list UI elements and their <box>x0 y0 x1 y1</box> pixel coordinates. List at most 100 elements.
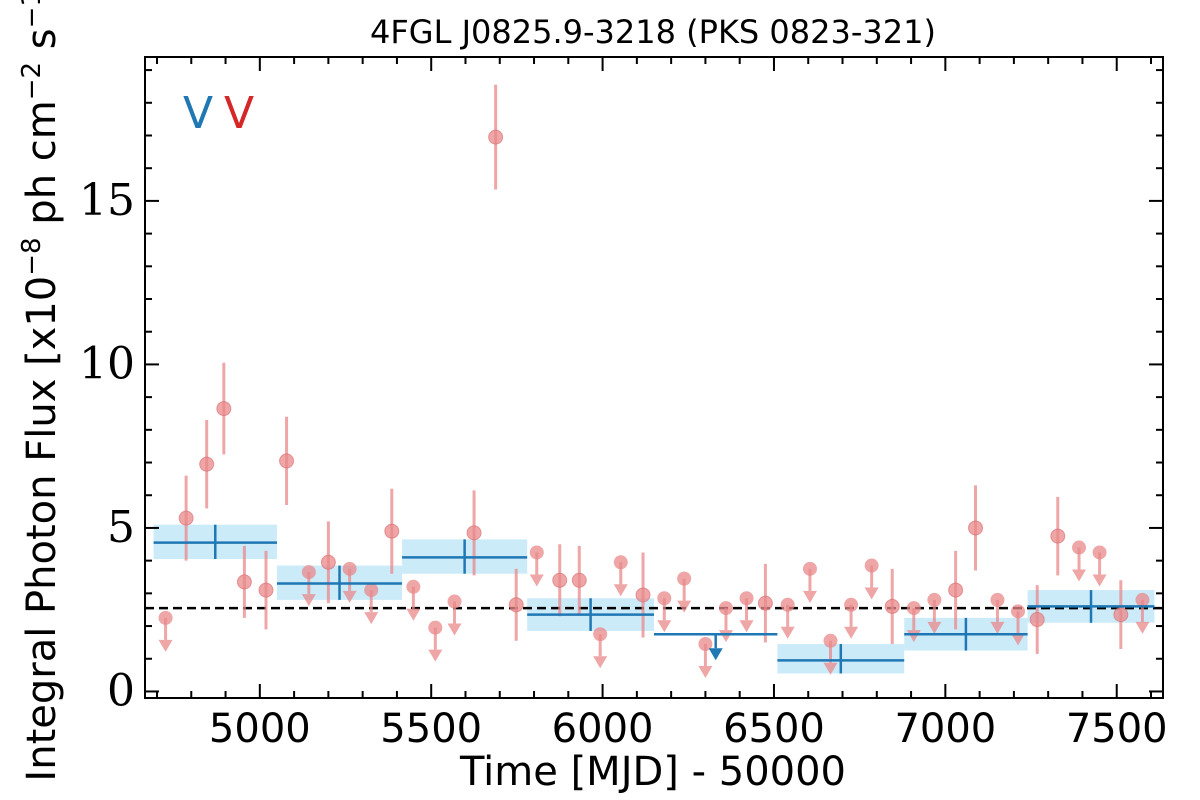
long-bin-upper-limit-0 <box>654 632 778 661</box>
short-bin-upper-limit-6 <box>447 594 462 636</box>
short-bin-upper-limit-5 <box>428 620 443 662</box>
upper-limit-arrow <box>529 574 544 587</box>
y-tick-labels: 0 5 10 15 <box>79 175 135 717</box>
short-bin-upper-limit-7 <box>529 545 544 587</box>
short-bin-upper-limit-3 <box>364 583 379 625</box>
short-bin-upper-limit-2 <box>342 561 357 603</box>
vhe-marker-0: V <box>183 88 213 139</box>
y-axis-label-unit2: s <box>19 28 65 62</box>
axes-border <box>144 56 1164 699</box>
short-bin-point-20 <box>1113 607 1129 623</box>
short-bin-upper-limit-12 <box>698 637 713 679</box>
upper-limit-arrow <box>657 620 672 633</box>
upper-limit-arrow <box>677 600 692 613</box>
x-axis-label: Time [MJD] - 50000 <box>459 749 846 795</box>
short-bin-upper-limit-16 <box>802 561 817 603</box>
upper-limit-arrow <box>406 608 421 621</box>
x-tick-label-6500: 6500 <box>723 706 825 752</box>
upper-limit-arrow <box>158 639 173 652</box>
short-bin-point-16 <box>948 582 964 598</box>
upper-limit-arrow <box>780 626 795 639</box>
upper-limit-arrow <box>844 626 859 639</box>
short-bin-point-9 <box>488 129 504 145</box>
upper-limit-arrow <box>739 620 754 633</box>
x-tick-label-7500: 7500 <box>1066 706 1168 752</box>
short-bin-point-19 <box>1050 528 1066 544</box>
upper-limit-arrow <box>342 590 357 603</box>
short-bin-upper-limit-22 <box>990 592 1005 634</box>
upper-limit-arrow <box>447 623 462 636</box>
x-tick-label-6000: 6000 <box>552 706 654 752</box>
short-bin-point-5 <box>279 453 295 469</box>
upper-limit-arrow <box>990 621 1005 634</box>
long-bin-point-3 <box>527 598 654 631</box>
long-bin-ul-arrow <box>708 648 723 661</box>
y-tick-label-5: 5 <box>107 502 135 553</box>
short-bin-upper-limit-25 <box>1092 545 1107 587</box>
x-tick-labels: 5000 5500 6000 6500 7000 7500 <box>209 706 1168 752</box>
short-bin-point-15 <box>884 598 900 614</box>
short-bin-point-0 <box>178 510 194 526</box>
upper-limit-arrow <box>864 587 879 600</box>
short-bin-upper-limit-18 <box>844 597 859 639</box>
short-bin-point-10 <box>508 597 524 613</box>
short-bin-upper-limit-19 <box>864 558 879 600</box>
short-bin-point-11 <box>552 572 568 588</box>
y-axis-label-exp3: −1 <box>17 0 47 28</box>
y-axis-label-exp2: −2 <box>17 62 47 100</box>
short-bin-upper-limit-14 <box>739 591 754 633</box>
short-bin-upper-limit-10 <box>657 591 672 633</box>
short-bin-point-7 <box>384 523 400 539</box>
upper-limit-arrow <box>428 649 443 662</box>
short-bin-point-12 <box>571 572 587 588</box>
long-bin-point-5 <box>904 617 1028 651</box>
short-bin-upper-limit-21 <box>927 592 942 634</box>
upper-limit-arrow <box>802 590 817 603</box>
short-bin-upper-limit-9 <box>613 555 628 597</box>
y-axis-label: Integral Photon Flux [x10−8 ph cm−2 s−1] <box>17 0 65 782</box>
upper-limit-arrow <box>1092 574 1107 587</box>
axis-ticks <box>145 57 1163 698</box>
axes-frame <box>144 56 1164 699</box>
short-bin-point-2 <box>216 401 232 417</box>
short-bin-point-6 <box>320 554 336 570</box>
short-bin-upper-limits <box>158 540 1150 679</box>
short-bin-point-17 <box>968 520 984 536</box>
short-bin-point-18 <box>1029 612 1045 628</box>
long-bin-point-2 <box>402 539 528 574</box>
upper-limit-arrow <box>927 621 942 634</box>
short-bin-point-3 <box>236 574 252 590</box>
long-bin-point-4 <box>777 644 905 674</box>
long-bin-point-0 <box>153 524 277 560</box>
short-bin-upper-limit-11 <box>677 571 692 613</box>
short-bin-point-1 <box>199 456 215 472</box>
chart-title: 4FGL J0825.9-3218 (PKS 0823-321) <box>370 13 936 51</box>
vhe-marker-1: V <box>224 88 254 139</box>
short-bin-upper-limit-4 <box>406 579 421 621</box>
upper-limit-arrow <box>613 584 628 597</box>
x-tick-label-7000: 7000 <box>894 706 996 752</box>
y-axis-label-unit1: ph cm <box>19 100 65 237</box>
upper-limit-arrow <box>823 662 838 675</box>
upper-limit-arrow <box>593 656 608 669</box>
y-axis-label-main: Integral Photon Flux [x10 <box>19 276 65 782</box>
short-bin-point-8 <box>466 525 482 541</box>
x-tick-label-5000: 5000 <box>209 706 311 752</box>
short-bin-upper-limit-15 <box>780 597 795 639</box>
upper-limit-arrow <box>698 666 713 679</box>
upper-limit-arrow <box>364 612 379 625</box>
y-axis-label-exp1: −8 <box>17 237 47 275</box>
short-bin-point-13 <box>635 587 651 603</box>
long-bin-point-6 <box>1027 590 1155 623</box>
long-bin-point-1 <box>276 565 403 600</box>
short-bin-upper-limit-26 <box>1135 592 1150 634</box>
long-bin-lines <box>153 524 1155 674</box>
upper-limit-arrow <box>1072 569 1087 582</box>
upper-limit-arrow <box>1011 633 1026 646</box>
short-bin-points <box>178 129 1129 628</box>
y-tick-label-0: 0 <box>107 665 135 716</box>
y-tick-label-10: 10 <box>79 338 135 389</box>
short-bin-upper-limit-23 <box>1011 604 1026 646</box>
